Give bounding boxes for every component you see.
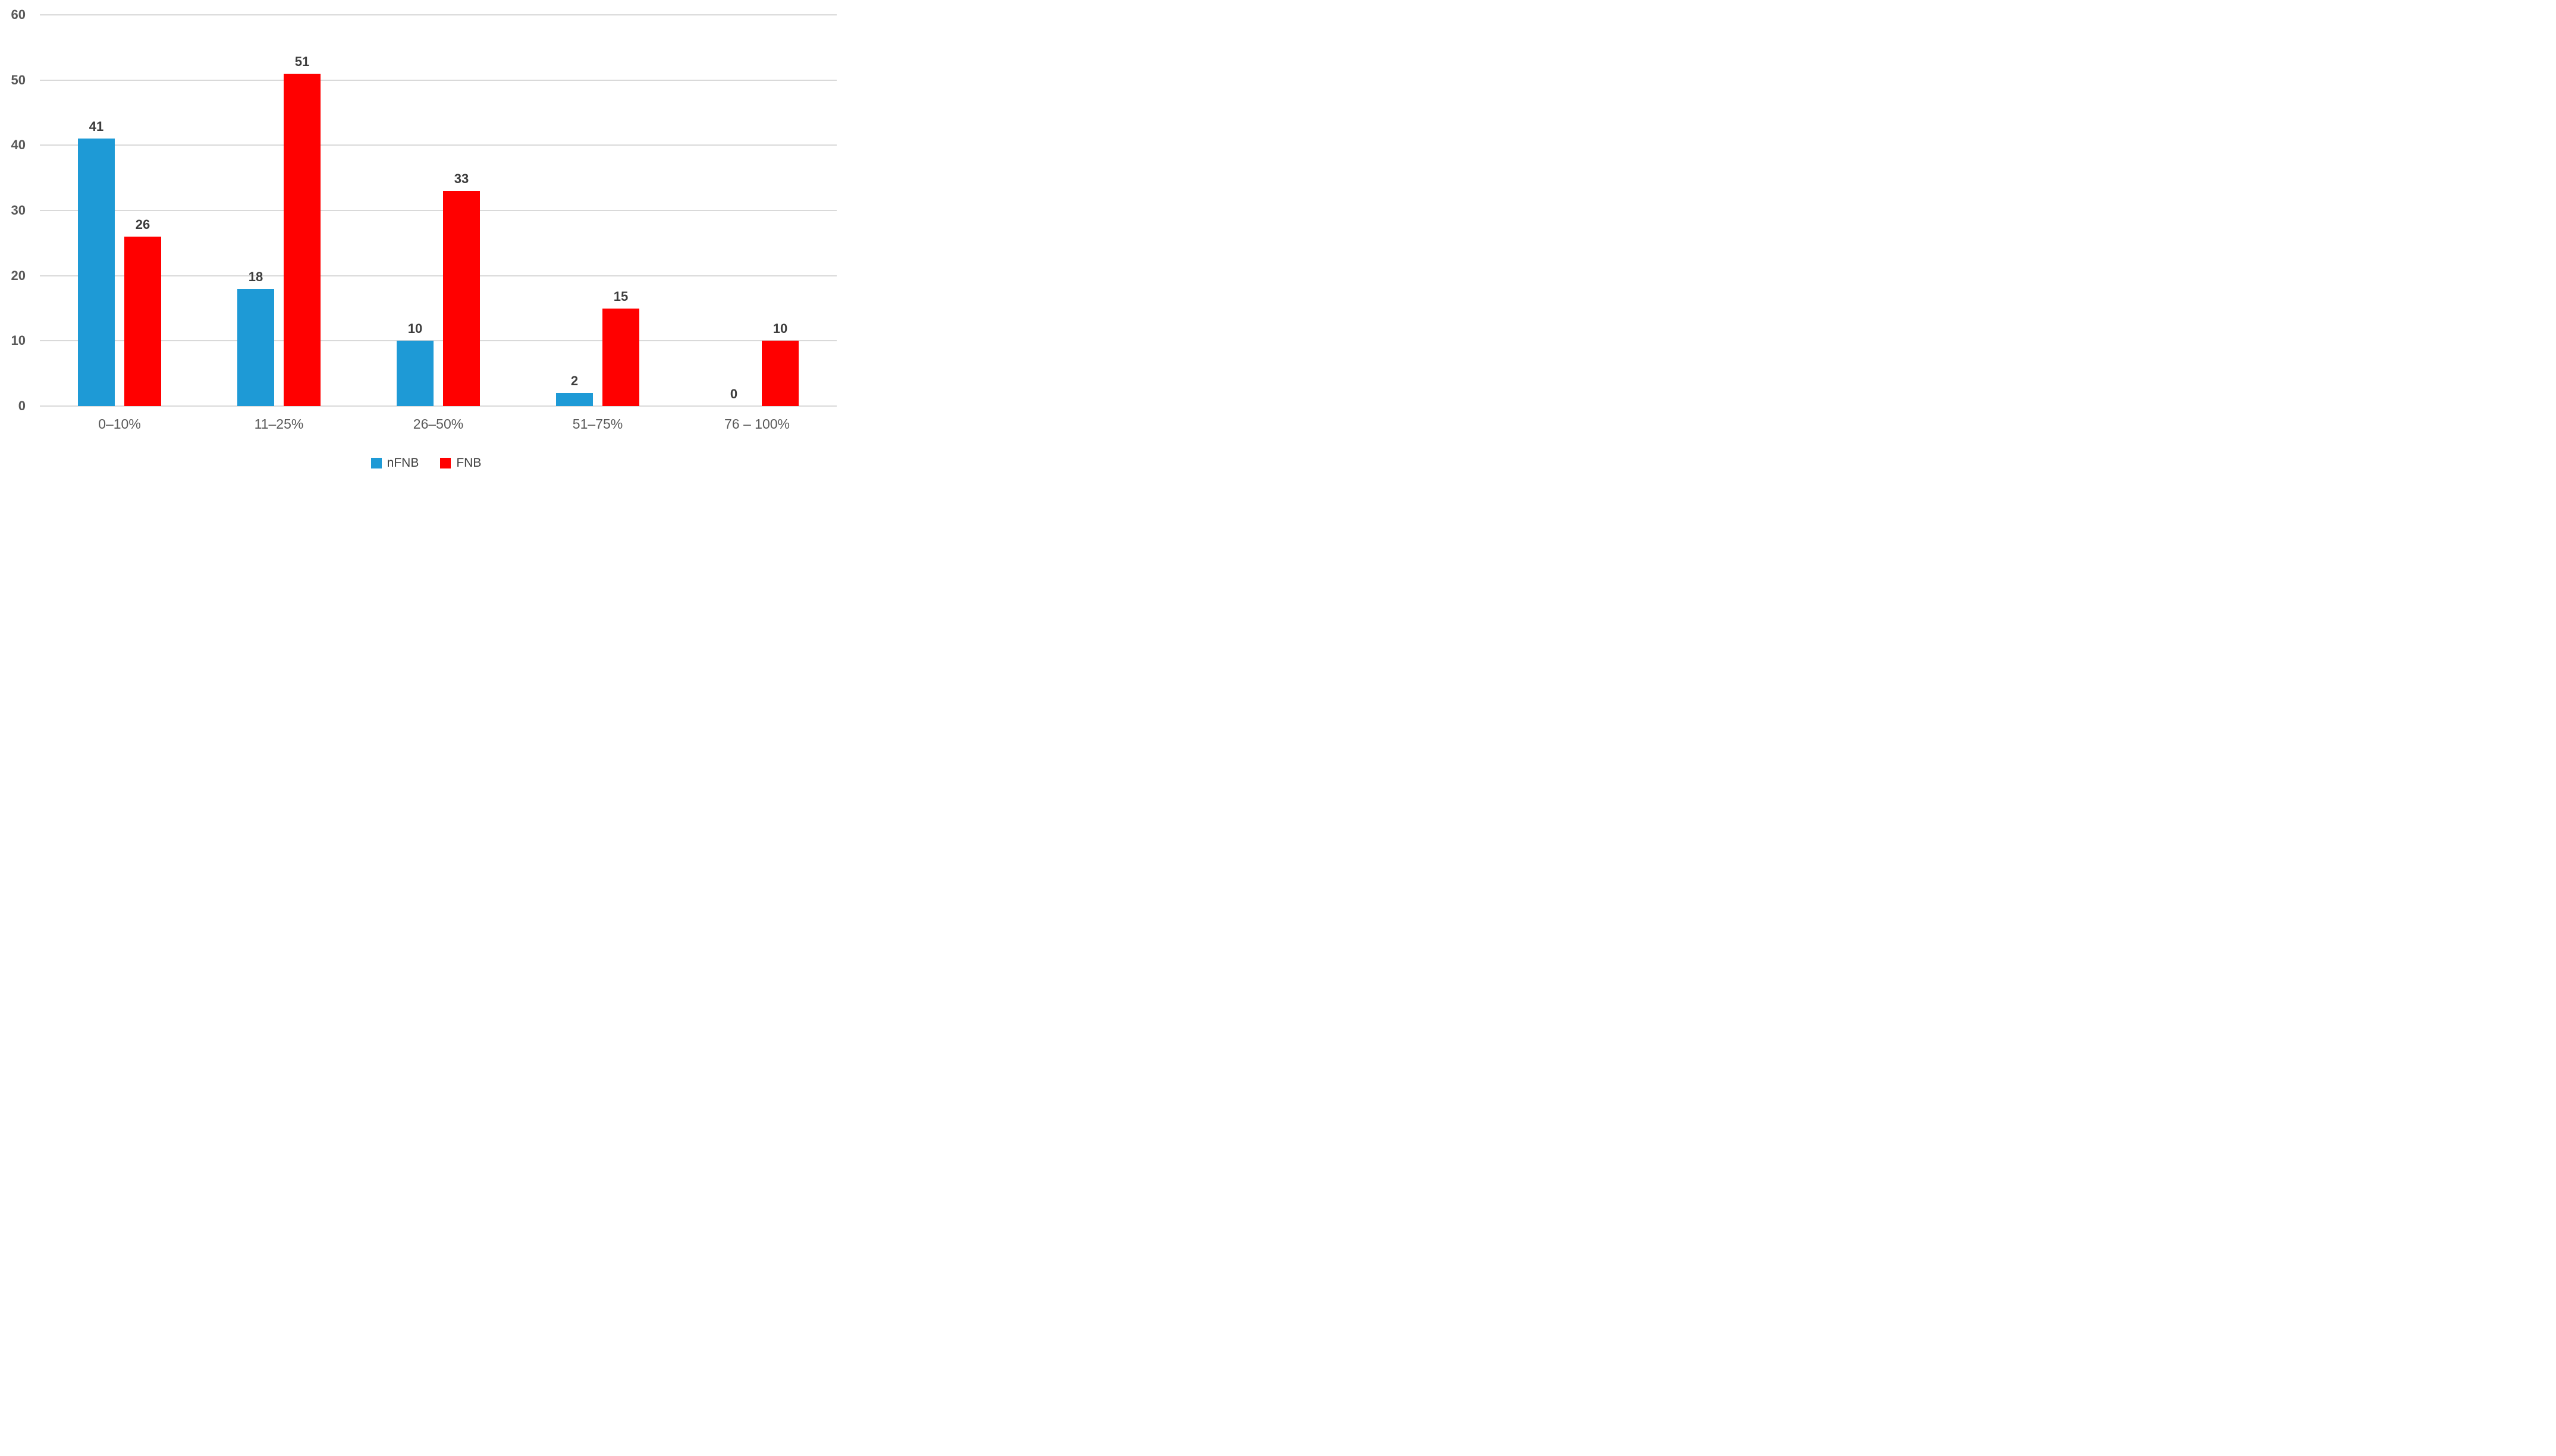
value-label: 10 [773, 321, 788, 337]
y-axis-tick-label: 20 [11, 268, 26, 283]
y-axis-tick-label: 50 [11, 72, 26, 87]
x-axis-category-label: 11–25% [254, 416, 304, 432]
value-label: 33 [454, 171, 469, 187]
legend-swatch-nfnb [370, 458, 382, 468]
bar-slot-nfnb: 2 [556, 373, 593, 406]
bars-layer: 41 26 18 51 10 33 2 15 0 10 [40, 15, 837, 406]
bar-chart: 0 10 20 30 40 50 60 41 26 18 51 10 33 2 15 0 10 0–10% 11… [0, 0, 852, 485]
gridline [40, 79, 837, 81]
bar-fnb [602, 308, 639, 406]
category-group: 0 10 [677, 15, 837, 406]
legend: nFNB FNB [0, 457, 852, 470]
bar-slot-fnb: 26 [124, 217, 161, 406]
category-group: 41 26 [40, 15, 199, 406]
y-axis-tick-label: 10 [11, 333, 26, 348]
bar-nfnb [237, 288, 274, 406]
bar-fnb [124, 236, 161, 406]
category-group: 2 15 [518, 15, 677, 406]
bar-nfnb [397, 341, 434, 406]
legend-label: nFNB [387, 456, 419, 470]
bar-slot-fnb: 15 [602, 289, 639, 406]
value-label: 51 [294, 54, 310, 69]
value-label: 41 [89, 119, 104, 134]
gridline [40, 340, 837, 342]
x-axis-category-label: 26–50% [413, 416, 464, 432]
legend-swatch-fnb [440, 458, 451, 468]
gridline [40, 275, 837, 276]
y-axis-tick-label: 60 [11, 7, 26, 22]
category-group: 18 51 [199, 15, 359, 406]
bar-slot-nfnb: 18 [237, 269, 274, 406]
value-label: 15 [613, 288, 629, 304]
gridline [40, 14, 837, 15]
bar-nfnb [78, 139, 115, 406]
value-label: 26 [135, 216, 150, 232]
bar-slot-fnb: 51 [284, 54, 321, 406]
gridline [40, 144, 837, 146]
x-axis: 0–10% 11–25% 26–50% 51–75% 76 – 100% [40, 416, 837, 432]
y-axis-tick-label: 0 [18, 398, 26, 413]
category-group: 10 33 [359, 15, 518, 406]
bar-slot-fnb: 10 [762, 321, 799, 406]
value-label: 18 [248, 269, 263, 284]
bar-nfnb [556, 393, 593, 406]
bar-fnb [762, 341, 799, 406]
value-label: 10 [407, 321, 423, 337]
legend-item-nfnb: nFNB [370, 456, 419, 470]
bar-slot-fnb: 33 [443, 171, 480, 406]
value-label: 0 [730, 386, 738, 401]
legend-item-fnb: FNB [440, 457, 481, 470]
y-axis-tick-label: 30 [11, 203, 26, 218]
plot-area: 0 10 20 30 40 50 60 41 26 18 51 10 33 2 15 0 10 [11, 8, 837, 413]
x-axis-category-label: 76 – 100% [724, 416, 790, 432]
bar-slot-nfnb: 41 [78, 119, 115, 406]
x-axis-category-label: 0–10% [98, 416, 141, 432]
bar-fnb [443, 191, 480, 406]
value-label: 2 [570, 373, 579, 389]
gridline [40, 210, 837, 211]
gridline [40, 405, 837, 407]
bar-slot-nfnb: 10 [397, 321, 434, 406]
y-axis-tick-label: 40 [11, 137, 26, 153]
legend-label: FNB [456, 456, 482, 470]
bar-fnb [284, 73, 321, 406]
x-axis-category-label: 51–75% [572, 416, 623, 432]
